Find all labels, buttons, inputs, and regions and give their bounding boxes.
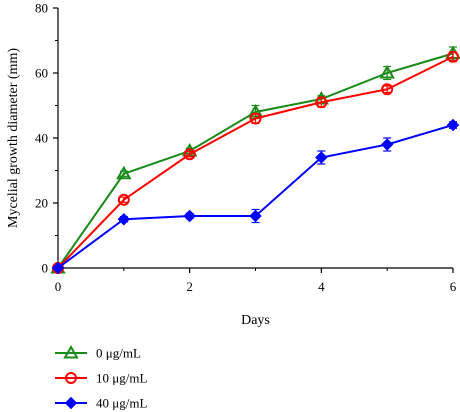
legend-marker bbox=[65, 372, 77, 384]
data-point bbox=[446, 118, 460, 132]
data-point bbox=[315, 96, 328, 109]
x-tick-label: 4 bbox=[318, 279, 325, 294]
y-tick-label: 20 bbox=[35, 196, 48, 211]
legend-label: 40 μg/mL bbox=[96, 396, 147, 411]
data-point bbox=[380, 138, 394, 151]
legend-marker bbox=[63, 344, 79, 359]
x-tick-label: 0 bbox=[55, 279, 62, 294]
data-point bbox=[183, 148, 196, 161]
legend-item-2: 10 μg/mL bbox=[55, 371, 147, 386]
data-point bbox=[116, 165, 132, 180]
data-point bbox=[51, 261, 65, 275]
data-point bbox=[379, 64, 395, 79]
data-point bbox=[447, 50, 459, 63]
data-point bbox=[183, 209, 196, 223]
series-line bbox=[57, 124, 454, 269]
data-point bbox=[315, 151, 328, 164]
series-layer bbox=[50, 45, 460, 275]
x-tick-label: 6 bbox=[450, 279, 457, 294]
series-line bbox=[57, 55, 454, 269]
legend-item-3: 40 μg/mL bbox=[55, 396, 147, 411]
y-axis-title: Mycelial growth diameter (mm) bbox=[6, 48, 21, 228]
data-point bbox=[381, 83, 394, 96]
series-2 bbox=[52, 50, 459, 274]
series-3 bbox=[51, 118, 460, 275]
data-point bbox=[117, 193, 130, 206]
data-point bbox=[117, 213, 131, 226]
legend: 0 μg/mL 10 μg/mL 40 μg/mL bbox=[55, 344, 147, 411]
y-tick-label: 0 bbox=[42, 261, 49, 276]
x-axis-title: Days bbox=[241, 313, 270, 328]
x-tick-label: 2 bbox=[186, 279, 193, 294]
series-1 bbox=[50, 45, 460, 274]
legend-marker bbox=[64, 396, 78, 410]
legend-label: 0 μg/mL bbox=[96, 346, 141, 361]
y-tick-label: 60 bbox=[35, 66, 48, 81]
y-tick-label: 40 bbox=[35, 131, 48, 146]
data-point bbox=[249, 209, 262, 223]
y-tick-label: 80 bbox=[35, 1, 48, 16]
legend-label: 10 μg/mL bbox=[96, 371, 147, 386]
axes: 0 20 40 60 80 0 2 4 6 Days Mycelial growth diamete… bbox=[6, 1, 457, 329]
legend-item-1: 0 μg/mL bbox=[55, 344, 141, 361]
data-point bbox=[249, 112, 262, 125]
